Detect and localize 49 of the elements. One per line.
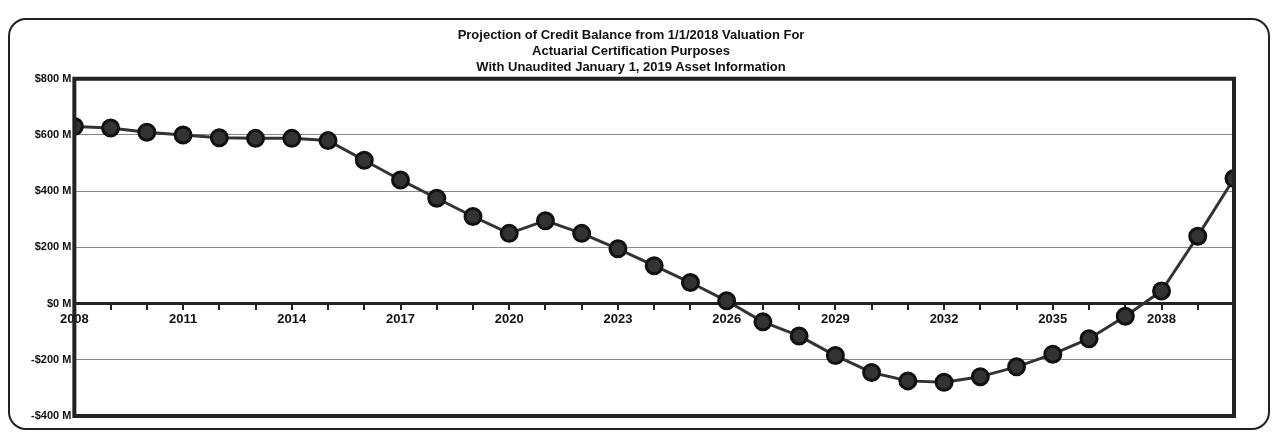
y-tick-label: $200 M — [34, 240, 72, 253]
point — [934, 372, 954, 392]
x-tick-label: 2026 — [712, 310, 742, 326]
x-tick-label: 2017 — [386, 310, 415, 326]
point — [318, 131, 338, 151]
point — [209, 128, 229, 148]
x-tick-label: 2038 — [1147, 310, 1176, 326]
chart-title: Projection of Credit Balance from 1/1/2018 Valuation For Actuarial Certification Purposes With Unaudited January 1, 2019 Asset Information — [457, 27, 805, 74]
x-tick-label: 2032 — [929, 310, 959, 326]
point — [970, 367, 990, 387]
point — [246, 128, 266, 148]
point — [101, 118, 121, 138]
point — [354, 150, 374, 170]
point — [1188, 226, 1208, 246]
y-tick-label: $600 M — [34, 128, 72, 141]
point — [1043, 344, 1063, 364]
point — [572, 223, 592, 243]
point — [1152, 281, 1172, 301]
x-tick-label: 2029 — [820, 310, 850, 326]
point — [173, 125, 193, 145]
point — [137, 122, 157, 142]
point — [499, 223, 519, 243]
point — [862, 362, 882, 382]
y-tick-label: $400 M — [34, 184, 72, 197]
point — [1115, 306, 1135, 326]
point — [825, 346, 845, 366]
y-tick-label: -$400 M — [30, 409, 72, 422]
point — [391, 170, 410, 190]
point — [898, 371, 918, 391]
x-tick-label: 2014 — [277, 310, 308, 326]
point — [644, 256, 664, 276]
point — [535, 211, 555, 231]
point — [717, 291, 737, 311]
point — [789, 326, 809, 346]
point — [282, 128, 302, 148]
point — [1079, 329, 1099, 349]
point — [753, 312, 773, 332]
point — [1007, 357, 1027, 377]
y-tick-label: $0 M — [46, 296, 72, 309]
x-tick-label: 2023 — [603, 310, 633, 326]
point — [427, 188, 447, 208]
point — [680, 273, 700, 293]
x-tick-label: 2011 — [168, 310, 198, 326]
point — [463, 206, 483, 226]
y-tick-label: $800 M — [34, 71, 72, 84]
x-tick-label: 2035 — [1038, 310, 1068, 326]
y-tick-label: -$200 M — [30, 352, 72, 365]
x-tick-label: 2020 — [494, 310, 524, 326]
point — [608, 239, 628, 259]
